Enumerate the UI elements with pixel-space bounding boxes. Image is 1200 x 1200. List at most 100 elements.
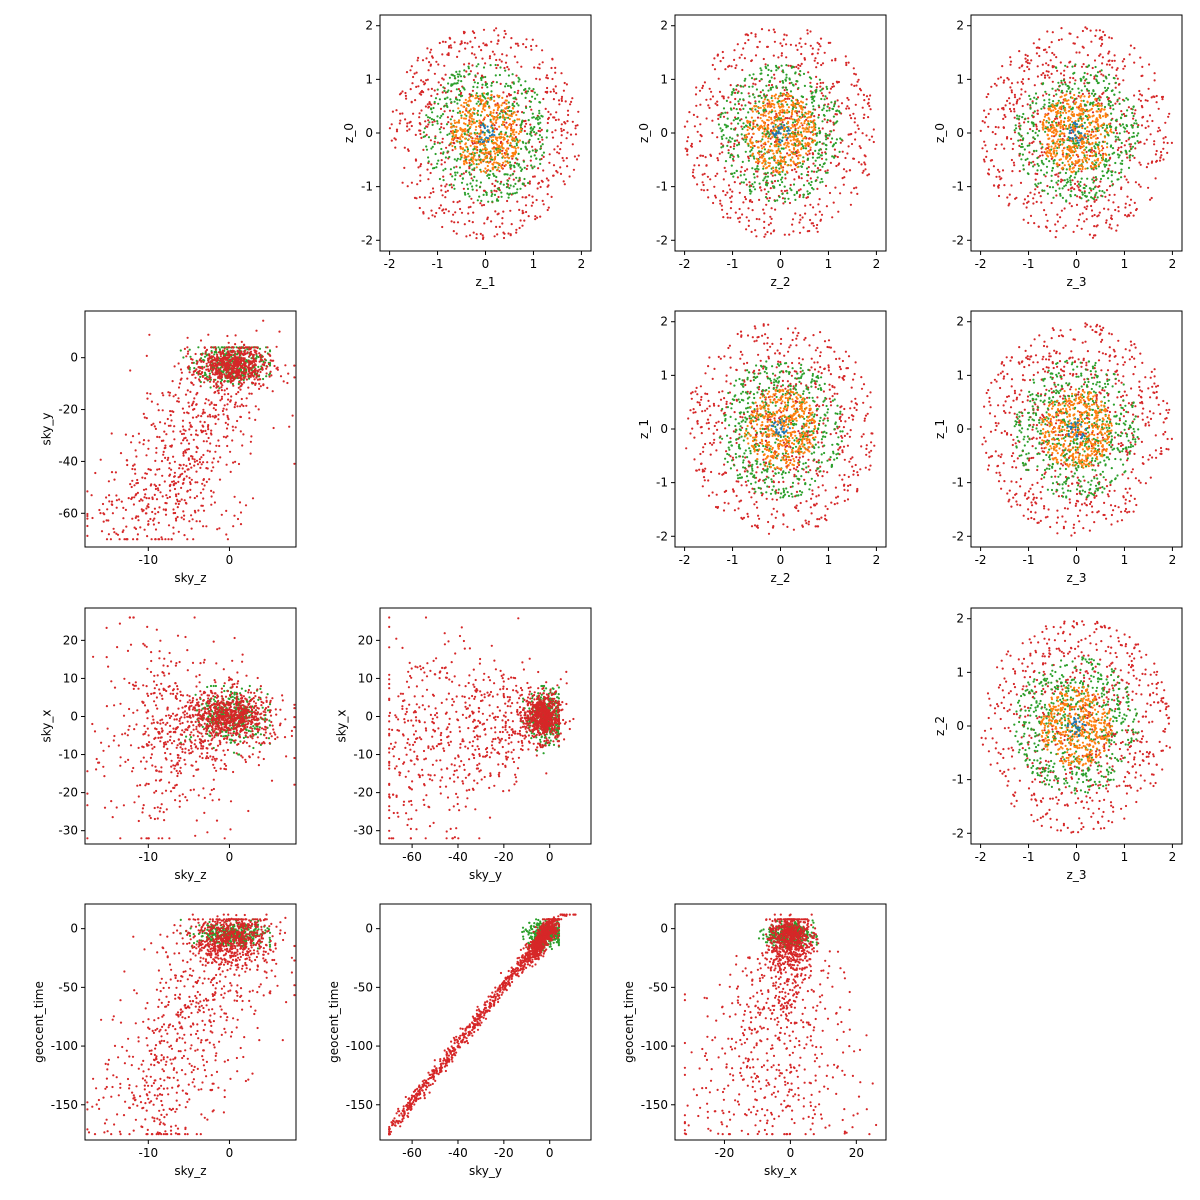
scatter-point <box>823 51 826 54</box>
scatter-point <box>506 147 509 150</box>
scatter-point <box>1114 86 1117 89</box>
scatter-point <box>774 126 777 129</box>
scatter-point <box>806 173 809 177</box>
scatter-point <box>738 220 741 223</box>
scatter-point <box>491 122 495 125</box>
scatter-point <box>517 89 520 92</box>
scatter-point <box>499 115 502 118</box>
scatter-point <box>863 154 866 157</box>
scatter-point <box>826 171 829 174</box>
scatter-point <box>529 105 532 108</box>
scatter-point <box>488 157 491 160</box>
scatter-point <box>771 135 774 139</box>
y-tick-label: 1 <box>365 72 373 86</box>
scatter-point <box>510 110 513 113</box>
scatter-point <box>1055 194 1058 197</box>
scatter-point <box>1035 52 1038 55</box>
scatter-point <box>1082 99 1085 102</box>
scatter-point <box>808 126 811 129</box>
scatter-point <box>740 166 743 169</box>
scatter-point <box>783 33 786 36</box>
scatter-point <box>1051 155 1054 159</box>
scatter-point <box>430 118 433 121</box>
scatter-point <box>784 117 787 120</box>
scatter-point <box>499 135 502 138</box>
scatter-point <box>753 105 756 108</box>
scatter-point <box>1110 227 1113 230</box>
scatter-point <box>793 168 796 171</box>
scatter-point <box>724 111 727 114</box>
scatter-point <box>762 145 766 148</box>
scatter-point <box>1084 114 1087 118</box>
scatter-point <box>453 41 456 44</box>
scatter-point <box>531 201 535 204</box>
scatter-point <box>818 132 821 135</box>
scatter-point <box>511 112 514 115</box>
scatter-point <box>845 61 848 64</box>
scatter-point <box>520 147 523 150</box>
scatter-point <box>1056 220 1059 223</box>
y-axis-label: z_0 <box>637 123 651 143</box>
scatter-point <box>498 106 501 109</box>
scatter-point <box>500 130 503 133</box>
scatter-point <box>1068 124 1071 127</box>
scatter-point <box>452 200 455 203</box>
scatter-point <box>426 103 429 106</box>
scatter-point <box>571 97 574 100</box>
scatter-point <box>1111 59 1114 63</box>
scatter-point <box>496 42 499 45</box>
scatter-point <box>1033 222 1036 225</box>
scatter-point <box>760 150 763 153</box>
scatter-point <box>788 82 791 85</box>
scatter-point <box>813 119 816 122</box>
scatter-point <box>1091 128 1094 131</box>
scatter-point <box>755 217 758 221</box>
scatter-point <box>1061 143 1064 146</box>
scatter-point <box>790 99 793 102</box>
scatter-point <box>784 155 787 158</box>
scatter-point <box>530 108 533 111</box>
scatter-point <box>759 186 762 189</box>
scatter-point <box>735 169 738 173</box>
scatter-point <box>806 32 809 35</box>
scatter-point <box>817 127 821 130</box>
scatter-point <box>537 122 540 125</box>
scatter-point <box>1132 114 1135 118</box>
scatter-point <box>1012 103 1015 106</box>
scatter-point <box>762 104 765 107</box>
scatter-point <box>1121 159 1124 162</box>
scatter-point <box>758 198 761 201</box>
scatter-point <box>770 207 773 210</box>
scatter-point <box>498 94 501 98</box>
scatter-point <box>1084 167 1087 170</box>
scatter-point <box>482 170 485 173</box>
scatter-point <box>504 32 507 36</box>
scatter-point <box>470 115 473 118</box>
scatter-point <box>1067 188 1070 191</box>
y-tick-label: 1 <box>660 72 668 86</box>
scatter-point <box>813 124 816 127</box>
scatter-point <box>1105 77 1108 80</box>
scatter-point <box>456 111 459 114</box>
scatter-point <box>515 228 518 231</box>
scatter-point <box>989 108 992 111</box>
scatter-point <box>768 196 771 200</box>
scatter-point <box>455 139 458 142</box>
scatter-point <box>1066 117 1070 120</box>
scatter-point <box>1075 51 1078 54</box>
scatter-point <box>394 146 397 149</box>
scatter-point <box>1004 115 1007 118</box>
scatter-point <box>814 179 817 183</box>
scatter-point <box>438 128 441 131</box>
scatter-point <box>1023 121 1026 124</box>
scatter-point <box>1055 123 1058 126</box>
scatter-point <box>811 186 814 190</box>
scatter-point <box>515 131 518 134</box>
scatter-point <box>727 184 731 187</box>
scatter-point <box>529 123 532 126</box>
scatter-point <box>805 130 808 133</box>
scatter-point <box>429 64 432 67</box>
scatter-point <box>1034 172 1037 175</box>
scatter-point <box>523 177 526 181</box>
scatter-point <box>505 186 508 189</box>
